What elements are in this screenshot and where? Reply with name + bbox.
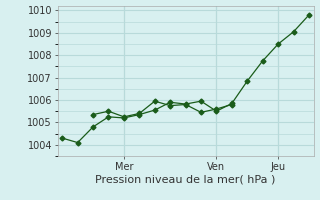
X-axis label: Pression niveau de la mer( hPa ): Pression niveau de la mer( hPa )	[95, 174, 276, 184]
